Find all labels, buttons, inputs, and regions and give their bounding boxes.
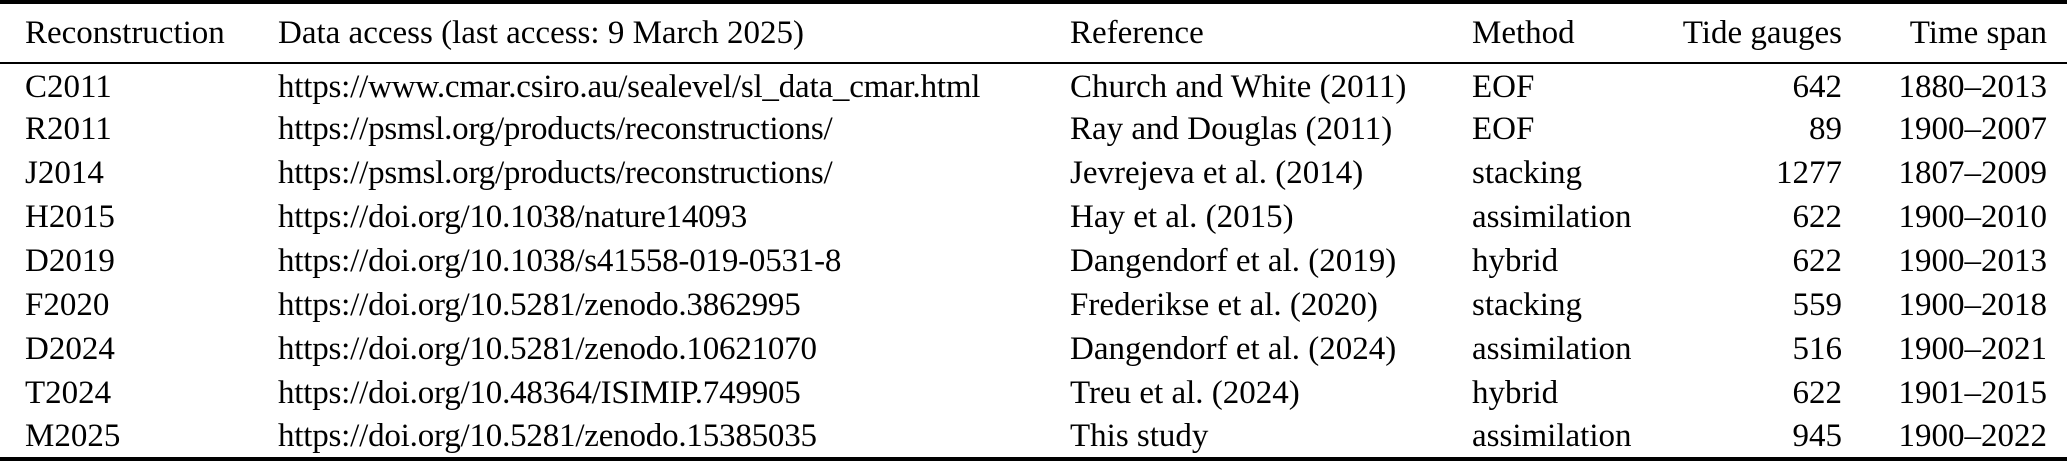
data-access-link[interactable]: https://doi.org/10.5281/zenodo.15385035 (278, 417, 817, 454)
method-text: assimilation (1472, 417, 1632, 454)
time-span-text: 1900–2010 (1898, 198, 2048, 235)
reconstruction-id: C2011 (25, 69, 112, 105)
table-row: M2025 https://doi.org/10.5281/zenodo.153… (0, 415, 2067, 459)
time-span-text: 1807–2009 (1898, 154, 2048, 191)
method-text: EOF (1472, 69, 1535, 105)
data-access-link[interactable]: https://www.cmar.csiro.au/sealevel/sl_da… (278, 69, 981, 105)
method-text: hybrid (1472, 242, 1559, 279)
table-row: H2015 https://doi.org/10.1038/nature1409… (0, 195, 2067, 239)
tide-gauges-count: 622 (1792, 198, 1843, 235)
reconstruction-id: D2024 (25, 330, 115, 367)
table-row: J2014 https://psmsl.org/products/reconst… (0, 151, 2067, 195)
method-text: stacking (1472, 286, 1582, 323)
time-span-text: 1901–2015 (1898, 374, 2048, 411)
method-text: assimilation (1472, 330, 1632, 367)
reconstruction-id: F2020 (25, 286, 110, 323)
tide-gauges-count: 945 (1792, 417, 1843, 454)
header-row: Reconstruction Data access (last access: … (0, 2, 2067, 63)
column-header-reconstruction: Reconstruction (25, 14, 225, 51)
reference-text: Dangendorf et al. (2019) (1070, 242, 1397, 279)
tide-gauges-count: 559 (1792, 286, 1843, 323)
column-header-reference: Reference (1070, 14, 1204, 51)
table-row: R2011 https://psmsl.org/products/reconst… (0, 107, 2067, 151)
reference-text: Church and White (2011) (1070, 69, 1407, 105)
data-access-link[interactable]: https://doi.org/10.5281/zenodo.10621070 (278, 330, 817, 367)
reference-text: Hay et al. (2015) (1070, 198, 1294, 235)
data-access-link[interactable]: https://psmsl.org/products/reconstructio… (278, 154, 833, 191)
reference-text: This study (1070, 417, 1209, 454)
table-row: T2024 https://doi.org/10.48364/ISIMIP.74… (0, 371, 2067, 415)
column-header-method: Method (1472, 14, 1575, 51)
reconstruction-id: T2024 (25, 374, 112, 411)
time-span-text: 1880–2013 (1898, 69, 2048, 105)
reference-text: Jevrejeva et al. (2014) (1070, 154, 1364, 191)
time-span-text: 1900–2022 (1898, 417, 2048, 454)
column-header-time-span: Time span (1909, 14, 2047, 51)
tide-gauges-count: 1277 (1776, 154, 1842, 191)
column-header-tide-gauges: Tide gauges (1682, 14, 1842, 51)
tide-gauges-count: 622 (1792, 374, 1843, 411)
method-text: stacking (1472, 154, 1582, 191)
method-text: assimilation (1472, 198, 1632, 235)
tide-gauges-count: 642 (1792, 69, 1843, 105)
data-access-link[interactable]: https://doi.org/10.5281/zenodo.3862995 (278, 286, 801, 323)
table-row: D2024 https://doi.org/10.5281/zenodo.106… (0, 327, 2067, 371)
data-access-link[interactable]: https://doi.org/10.1038/s41558-019-0531-… (278, 242, 842, 279)
time-span-text: 1900–2007 (1898, 110, 2048, 147)
table-row: F2020 https://doi.org/10.5281/zenodo.386… (0, 283, 2067, 327)
data-access-link[interactable]: https://doi.org/10.48364/ISIMIP.749905 (278, 374, 801, 411)
reconstruction-id: R2011 (25, 110, 112, 147)
table-row: C2011 https://www.cmar.csiro.au/sealevel… (0, 63, 2067, 107)
tide-gauges-count: 89 (1809, 110, 1842, 147)
tide-gauges-count: 516 (1792, 330, 1843, 367)
method-text: hybrid (1472, 374, 1559, 411)
reconstruction-id: M2025 (25, 417, 121, 454)
column-header-data-access: Data access (last access: 9 March 2025) (278, 14, 804, 51)
time-span-text: 1900–2021 (1898, 330, 2048, 367)
data-access-link[interactable]: https://doi.org/10.1038/nature14093 (278, 198, 748, 235)
reconstruction-id: H2015 (25, 198, 115, 235)
reconstruction-id: D2019 (25, 242, 115, 279)
reference-text: Treu et al. (2024) (1070, 374, 1300, 411)
time-span-text: 1900–2018 (1898, 286, 2048, 323)
method-text: EOF (1472, 110, 1535, 147)
reference-text: Frederikse et al. (2020) (1070, 286, 1378, 323)
table-body: C2011 https://www.cmar.csiro.au/sealevel… (0, 63, 2067, 459)
tide-gauges-count: 622 (1792, 242, 1843, 279)
reconstruction-id: J2014 (25, 154, 104, 191)
reference-text: Ray and Douglas (2011) (1070, 110, 1393, 147)
table-header: Reconstruction Data access (last access: … (0, 2, 2067, 63)
table-row: D2019 https://doi.org/10.1038/s41558-019… (0, 239, 2067, 283)
reference-text: Dangendorf et al. (2024) (1070, 330, 1397, 367)
data-access-link[interactable]: https://psmsl.org/products/reconstructio… (278, 110, 833, 147)
time-span-text: 1900–2013 (1898, 242, 2048, 279)
